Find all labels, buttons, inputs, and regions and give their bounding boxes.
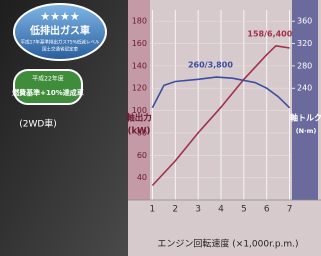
y2-axis-label: (N·m)	[296, 127, 317, 135]
x-tick-label: 6	[264, 205, 270, 215]
emission-note: 平成17年基準排出ガス75%低減レベル	[21, 39, 100, 46]
y-axis-label: (kW)	[128, 127, 151, 137]
emission-note: 国土交通省認定車	[42, 46, 78, 53]
drive-label: (2WD車)	[19, 118, 57, 130]
y-tick-label: 40	[137, 173, 147, 182]
x-tick-label: 2	[172, 205, 178, 215]
y2-tick-label: 280	[297, 61, 312, 70]
stars: ★★★★	[40, 10, 80, 23]
y-tick-label: 160	[132, 39, 147, 48]
y2-axis-label: 軸トルク	[290, 113, 321, 123]
fuel-year: 平成22年度	[32, 75, 64, 83]
y-tick-label: 120	[132, 84, 147, 93]
fuel-text: 燃費基準+10%達成車	[11, 88, 84, 97]
emission-title: 低排出ガス車	[29, 24, 90, 37]
x-tick-label: 7	[287, 205, 293, 215]
y-tick-label: 180	[132, 17, 147, 26]
y-axis-label: 軸出力	[126, 113, 152, 124]
x-tick-label: 5	[241, 205, 247, 215]
y-tick-label: 140	[132, 61, 147, 70]
left-axis-strip	[128, 0, 150, 200]
page: ★★★★ 低排出ガス車 平成17年基準排出ガス75%低減レベル 国土交通省認定車…	[0, 0, 321, 256]
curve-annotation: 158/6,400	[247, 29, 292, 38]
x-tick-label: 4	[218, 205, 224, 215]
x-tick-label: 3	[195, 205, 201, 215]
x-tick-label: 1	[150, 205, 156, 215]
y2-tick-label: 360	[297, 17, 312, 26]
y-tick-label: 60	[137, 151, 147, 160]
right-axis-strip	[292, 0, 318, 200]
x-axis-label: エンジン回転速度 (×1,000r.p.m.)	[157, 238, 298, 250]
y2-tick-label: 320	[297, 39, 312, 48]
y2-tick-label: 240	[297, 84, 312, 93]
curve-annotation: 260/3,800	[188, 61, 233, 70]
